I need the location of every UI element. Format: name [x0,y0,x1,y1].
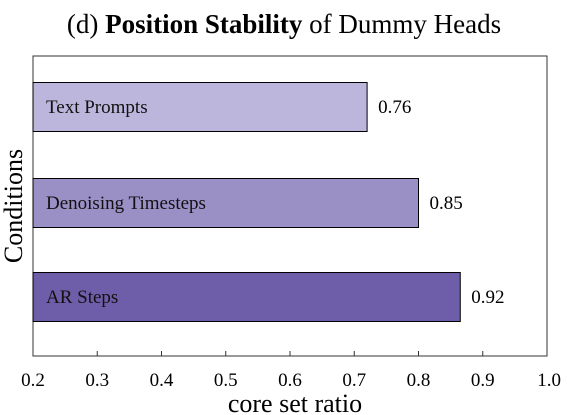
bar [32,82,368,132]
chart-title-part: (d) [67,9,105,39]
x-axis-label: core set ratio [228,389,362,415]
bar-category-label: AR Steps [46,287,118,308]
x-tick-label: 0.3 [85,370,109,391]
bar-category-label: Denoising Timesteps [46,193,206,214]
chart-title-part: Position Stability [105,9,303,39]
x-tick-label: 0.2 [21,370,45,391]
bar-value-label: 0.92 [471,287,504,308]
x-tick-label: 0.6 [278,370,302,391]
chart-title-part: of Dummy Heads [302,9,501,39]
bar [32,272,461,322]
x-tick-label: 0.8 [407,370,431,391]
bar-category-label: Text Prompts [46,97,148,118]
x-tick-label: 0.9 [471,370,495,391]
y-axis-label: Conditions [0,149,28,263]
bar [32,178,419,228]
x-axis-ticks: 0.2 0.3 0.4 0.5 0.6 0.7 0.8 0.9 1.0 [21,351,561,391]
bar-value-label: 0.76 [378,97,411,118]
x-tick-label: 0.7 [342,370,366,391]
bars-layer: Text Prompts 0.76 Denoising Timesteps 0.85 A… [32,82,505,322]
x-tick-label: 0.5 [214,370,238,391]
x-tick-label: 0.4 [150,370,174,391]
bar-value-label: 0.85 [430,193,463,214]
chart-title: (d) Position Stability of Dummy Heads [67,9,501,39]
x-tick-label: 1.0 [537,370,561,391]
